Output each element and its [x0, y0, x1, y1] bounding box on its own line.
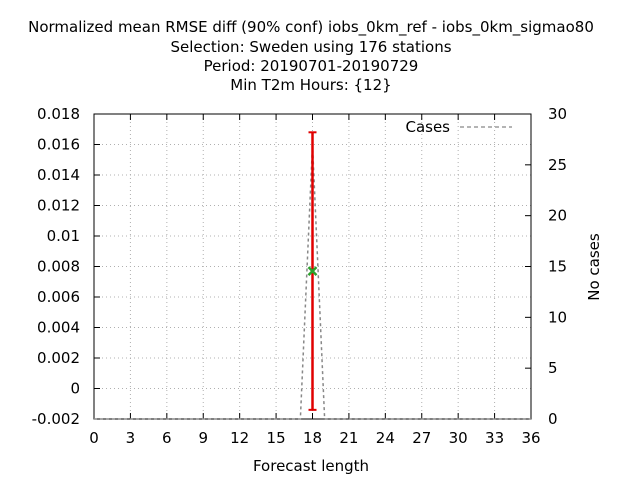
y-tick-label: 0.014	[37, 166, 80, 184]
x-tick-label: 27	[412, 429, 431, 447]
x-tick-label: 24	[376, 429, 395, 447]
x-tick-label: 33	[485, 429, 504, 447]
y2-tick-label: 25	[548, 156, 567, 174]
y2-tick-label: 15	[548, 258, 567, 276]
x-tick-label: 0	[89, 429, 99, 447]
x-tick-label: 6	[162, 429, 172, 447]
y2-axis-label: No cases	[585, 233, 603, 301]
y-tick-label: 0.002	[37, 349, 80, 367]
x-tick-label: 21	[339, 429, 358, 447]
y-tick-label: 0.018	[37, 105, 80, 123]
title-line-4: Min T2m Hours: {12}	[230, 76, 391, 94]
y2-tick-label: 20	[548, 207, 567, 225]
y2-tick-label: 0	[548, 410, 558, 428]
y-tick-label: 0.016	[37, 136, 80, 154]
y2-tick-label: 10	[548, 308, 567, 326]
y-tick-label: 0.012	[37, 197, 80, 215]
x-tick-label: 30	[449, 429, 468, 447]
grid	[94, 114, 531, 419]
axis-ticks: 0 3 6 9 12 15 18 21 24 27 30 33 36-0.00200.0020.0040…	[32, 105, 567, 447]
mean-point	[307, 266, 318, 276]
y-tick-label: -0.002	[32, 410, 80, 428]
x-tick-label: 12	[230, 429, 249, 447]
x-tick-label: 18	[303, 429, 322, 447]
mean-point-stroke-b	[307, 266, 318, 276]
x-tick-label: 15	[267, 429, 286, 447]
x-tick-label: 36	[521, 429, 540, 447]
y-tick-label: 0.008	[37, 258, 80, 276]
x-tick-label: 9	[198, 429, 208, 447]
legend: Cases	[405, 118, 512, 136]
series-layer	[94, 131, 531, 420]
y-tick-label: 0.004	[37, 319, 80, 337]
y2-tick-label: 30	[548, 105, 567, 123]
title-line-3: Period: 20190701-20190729	[204, 57, 419, 75]
legend-label-cases: Cases	[405, 118, 450, 136]
x-tick-label: 3	[126, 429, 136, 447]
y-tick-label: 0.006	[37, 288, 80, 306]
y-tick-label: 0	[70, 380, 80, 398]
y2-tick-label: 5	[548, 359, 558, 377]
title-line-1: Normalized mean RMSE diff (90% conf) iob…	[28, 18, 594, 37]
x-axis-label: Forecast length	[253, 457, 369, 475]
title-line-2: Selection: Sweden using 176 stations	[170, 38, 451, 56]
y-tick-label: 0.01	[47, 227, 80, 245]
chart-title: Normalized mean RMSE diff (90% conf) iob…	[28, 18, 594, 94]
